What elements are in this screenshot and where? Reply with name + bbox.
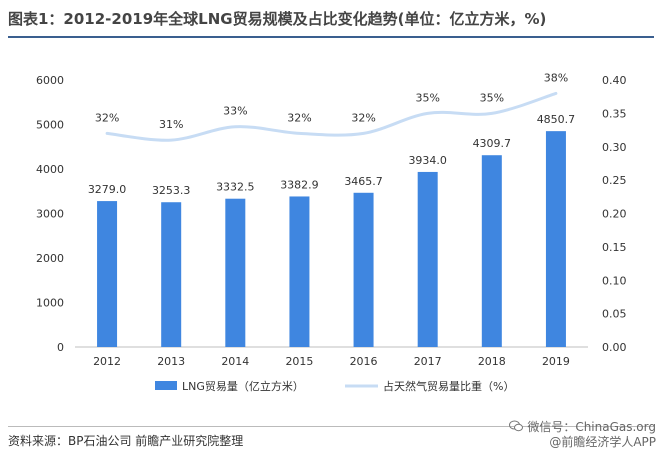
y-left-tick-label: 1000 <box>36 297 64 310</box>
bar <box>481 155 502 347</box>
wechat-icon <box>509 420 524 432</box>
watermark-wechat: 微信号：ChinaGas.org <box>527 420 656 434</box>
x-tick-label: 2019 <box>542 355 570 368</box>
x-tick-label: 2018 <box>478 355 506 368</box>
chart-title: 图表1：2012-2019年全球LNG贸易规模及占比变化趋势(单位：亿立方米，%… <box>8 10 547 28</box>
footer-divider <box>8 426 654 427</box>
line-value-label: 32% <box>287 111 311 124</box>
legend-layer: LNG贸易量（亿立方米） 占天然气贸易量比重（%） <box>155 379 514 393</box>
bar-value-label: 3279.0 <box>88 183 127 196</box>
y-left-tick-label: 6000 <box>36 74 64 87</box>
source-note: 资料来源：BP石油公司 前瞻产业研究院整理 <box>8 434 244 448</box>
y-right-tick-label: 0.20 <box>602 208 627 221</box>
y-right-tick-label: 0.05 <box>602 308 627 321</box>
line-value-label: 38% <box>544 71 568 84</box>
chart-canvas: 0 1000 2000 3000 4000 5000 6000 0.00 0.05 0.10 0.1… <box>36 71 627 393</box>
bar <box>97 201 118 347</box>
labels-layer: 3279.0 3253.3 3332.5 3382.9 3465.7 3934.0 4309… <box>88 71 575 197</box>
y-right-tick-label: 0.00 <box>602 341 627 354</box>
bar <box>545 131 566 347</box>
bar-value-label: 4309.7 <box>473 137 512 150</box>
bar-value-label: 4850.7 <box>537 113 576 126</box>
y-left-tick-label: 5000 <box>36 119 64 132</box>
y-left-tick-label: 2000 <box>36 252 64 265</box>
bars-layer <box>97 131 566 347</box>
x-tick-label: 2016 <box>350 355 378 368</box>
legend-bar-label: LNG贸易量（亿立方米） <box>182 379 304 393</box>
axes-layer: 0 1000 2000 3000 4000 5000 6000 0.00 0.05 0.10 0.1… <box>36 74 627 368</box>
title-divider <box>8 36 654 38</box>
x-tick-label: 2013 <box>157 355 185 368</box>
bar <box>289 196 310 347</box>
bar-value-label: 3382.9 <box>280 178 319 191</box>
x-tick-label: 2014 <box>221 355 249 368</box>
bar <box>353 192 374 347</box>
x-tick-label: 2017 <box>414 355 442 368</box>
line-value-label: 35% <box>415 91 439 104</box>
y-left-tick-label: 0 <box>57 341 64 354</box>
y-left-tick-label: 4000 <box>36 163 64 176</box>
y-left-tick-label: 3000 <box>36 208 64 221</box>
watermark: 微信号：ChinaGas.org @前瞻经济学人APP <box>509 420 656 450</box>
y-right-tick-label: 0.15 <box>602 241 627 254</box>
y-right-tick-label: 0.35 <box>602 107 627 120</box>
line-value-label: 32% <box>351 111 375 124</box>
y-right-tick-label: 0.30 <box>602 141 627 154</box>
bar-value-label: 3253.3 <box>152 184 191 197</box>
legend-bar-swatch <box>155 381 177 390</box>
y-right-tick-label: 0.25 <box>602 174 627 187</box>
line-value-label: 33% <box>223 105 247 118</box>
watermark-author: @前瞻经济学人APP <box>549 435 656 449</box>
share-line <box>105 91 558 142</box>
line-value-label: 35% <box>480 91 504 104</box>
line-value-label: 31% <box>159 118 183 131</box>
bar <box>225 198 246 347</box>
x-tick-label: 2012 <box>93 355 121 368</box>
bar-value-label: 3332.5 <box>216 181 255 194</box>
line-layer <box>105 91 558 142</box>
bar <box>161 202 182 347</box>
y-right-tick-label: 0.10 <box>602 274 627 287</box>
y-right-tick-label: 0.40 <box>602 74 627 87</box>
bar-value-label: 3465.7 <box>344 175 383 188</box>
line-value-label: 32% <box>95 111 119 124</box>
bar-value-label: 3934.0 <box>408 154 447 167</box>
x-tick-label: 2015 <box>285 355 313 368</box>
legend-line-label: 占天然气贸易量比重（%） <box>383 379 514 393</box>
bar <box>417 171 438 347</box>
